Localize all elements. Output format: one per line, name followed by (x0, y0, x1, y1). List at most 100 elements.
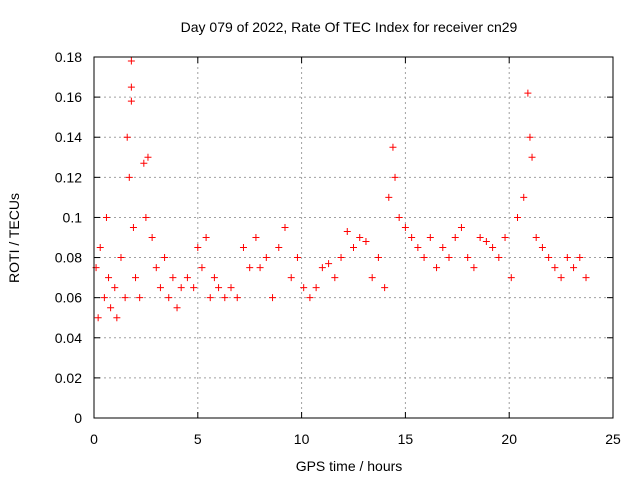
data-point (275, 244, 283, 252)
data-point (132, 274, 140, 282)
x-axis-label: GPS time / hours (296, 458, 403, 474)
data-point (451, 234, 459, 241)
data-point (381, 284, 389, 292)
data-point (495, 254, 503, 262)
data-point (501, 234, 509, 241)
data-point (389, 143, 397, 151)
data-point (391, 173, 399, 181)
data-point (117, 254, 125, 262)
data-point (457, 223, 465, 231)
y-tick-label: 0 (74, 410, 82, 426)
data-point (102, 213, 110, 221)
data-point (464, 254, 472, 262)
data-point (206, 294, 214, 302)
data-point (127, 83, 135, 91)
data-point (350, 244, 357, 252)
data-point (281, 223, 289, 231)
data-point (227, 284, 235, 292)
data-point (194, 244, 202, 252)
data-point (202, 234, 210, 241)
y-tick-label: 0.12 (55, 169, 82, 185)
data-point (215, 284, 223, 292)
chart-title: Day 079 of 2022, Rate Of TEC Index for r… (181, 19, 518, 35)
data-point (325, 260, 333, 268)
x-tick-label: 20 (501, 431, 517, 447)
data-point (107, 304, 115, 312)
data-point (520, 193, 528, 201)
y-tick-label: 0.14 (55, 129, 82, 145)
data-point (246, 264, 254, 272)
data-points (92, 57, 590, 322)
data-point (482, 238, 490, 246)
data-point (557, 274, 565, 282)
data-point (125, 173, 133, 181)
data-point (563, 254, 571, 262)
data-point (514, 213, 522, 221)
data-point (100, 294, 108, 302)
y-tick-label: 0.1 (63, 209, 83, 225)
data-point (570, 264, 578, 272)
data-point (96, 244, 104, 252)
x-tick-label: 5 (194, 431, 202, 447)
data-point (306, 294, 314, 302)
data-point (356, 234, 364, 241)
data-point (173, 304, 181, 312)
data-point (123, 133, 131, 141)
data-point (113, 314, 121, 322)
data-point (368, 274, 376, 282)
data-point (401, 223, 409, 231)
y-axis-label: ROTI / TECUs (6, 193, 22, 283)
data-point (127, 57, 135, 65)
data-point (385, 193, 393, 201)
data-point (144, 153, 152, 161)
data-point (395, 213, 403, 221)
data-point (142, 213, 150, 221)
data-point (136, 294, 144, 302)
data-point (140, 159, 148, 167)
data-point (414, 244, 422, 252)
data-point (362, 238, 370, 246)
data-point (374, 254, 382, 262)
data-point (161, 254, 169, 262)
plot-border (93, 56, 614, 419)
data-point (111, 284, 119, 292)
data-point (183, 274, 191, 282)
data-point (337, 254, 345, 262)
data-point (239, 244, 247, 252)
data-point (476, 234, 484, 241)
data-point (269, 294, 277, 302)
data-point (233, 294, 241, 302)
y-tick-label: 0.18 (55, 49, 82, 65)
data-point (433, 264, 441, 272)
data-point (526, 133, 534, 141)
y-tick-label: 0.16 (55, 89, 82, 105)
y-tick-label: 0.08 (55, 250, 82, 266)
data-point (190, 284, 198, 292)
data-point (300, 284, 308, 292)
y-tick-label: 0.04 (55, 330, 82, 346)
data-point (177, 284, 185, 292)
data-point (169, 274, 177, 282)
data-point (210, 274, 218, 282)
x-tick-label: 25 (605, 431, 621, 447)
data-point (528, 153, 536, 161)
y-tick-label: 0.02 (55, 370, 82, 386)
data-point (94, 314, 102, 322)
grid-lines (94, 57, 613, 418)
x-tick-label: 15 (398, 431, 414, 447)
data-point (524, 89, 532, 97)
data-point (576, 254, 584, 262)
data-point (489, 244, 497, 252)
data-point (252, 234, 260, 241)
data-point (287, 274, 295, 282)
data-point (156, 284, 164, 292)
y-tick-label: 0.06 (55, 290, 82, 306)
data-point (152, 264, 160, 272)
data-point (105, 274, 113, 282)
data-point (165, 294, 173, 302)
data-point (262, 254, 270, 262)
data-point (470, 264, 478, 272)
data-point (408, 234, 416, 241)
data-point (331, 274, 339, 282)
